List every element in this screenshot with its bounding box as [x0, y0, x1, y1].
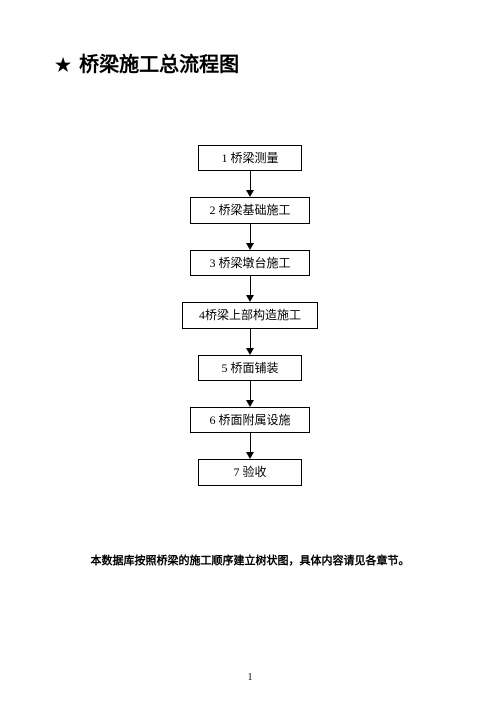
- flow-arrow: [246, 329, 254, 355]
- flow-arrow: [246, 171, 254, 197]
- footer-description: 本数据库按照桥梁的施工顺序建立树状图，具体内容请见各章节。: [0, 552, 500, 568]
- flow-arrow: [246, 276, 254, 302]
- star-icon: ★: [55, 55, 71, 75]
- flow-arrow: [246, 433, 254, 459]
- flow-node: 3 桥梁墩台施工: [190, 250, 310, 276]
- flow-arrow: [246, 381, 254, 407]
- flow-arrow: [246, 224, 254, 250]
- flow-node: 5 桥面铺装: [198, 355, 302, 381]
- flow-node: 1 桥梁测量: [198, 145, 302, 171]
- flowchart-container: 1 桥梁测量 2 桥梁基础施工 3 桥梁墩台施工 4桥梁上部构造施工 5 桥面铺装 6 桥…: [0, 145, 500, 486]
- flow-node: 2 桥梁基础施工: [190, 197, 310, 223]
- page-title: ★ 桥梁施工总流程图: [55, 48, 239, 77]
- page-number: 1: [0, 672, 500, 683]
- flow-node: 7 验收: [198, 459, 302, 485]
- title-text: 桥梁施工总流程图: [79, 54, 239, 76]
- flow-node: 6 桥面附属设施: [190, 407, 310, 433]
- flow-node: 4桥梁上部构造施工: [182, 302, 318, 328]
